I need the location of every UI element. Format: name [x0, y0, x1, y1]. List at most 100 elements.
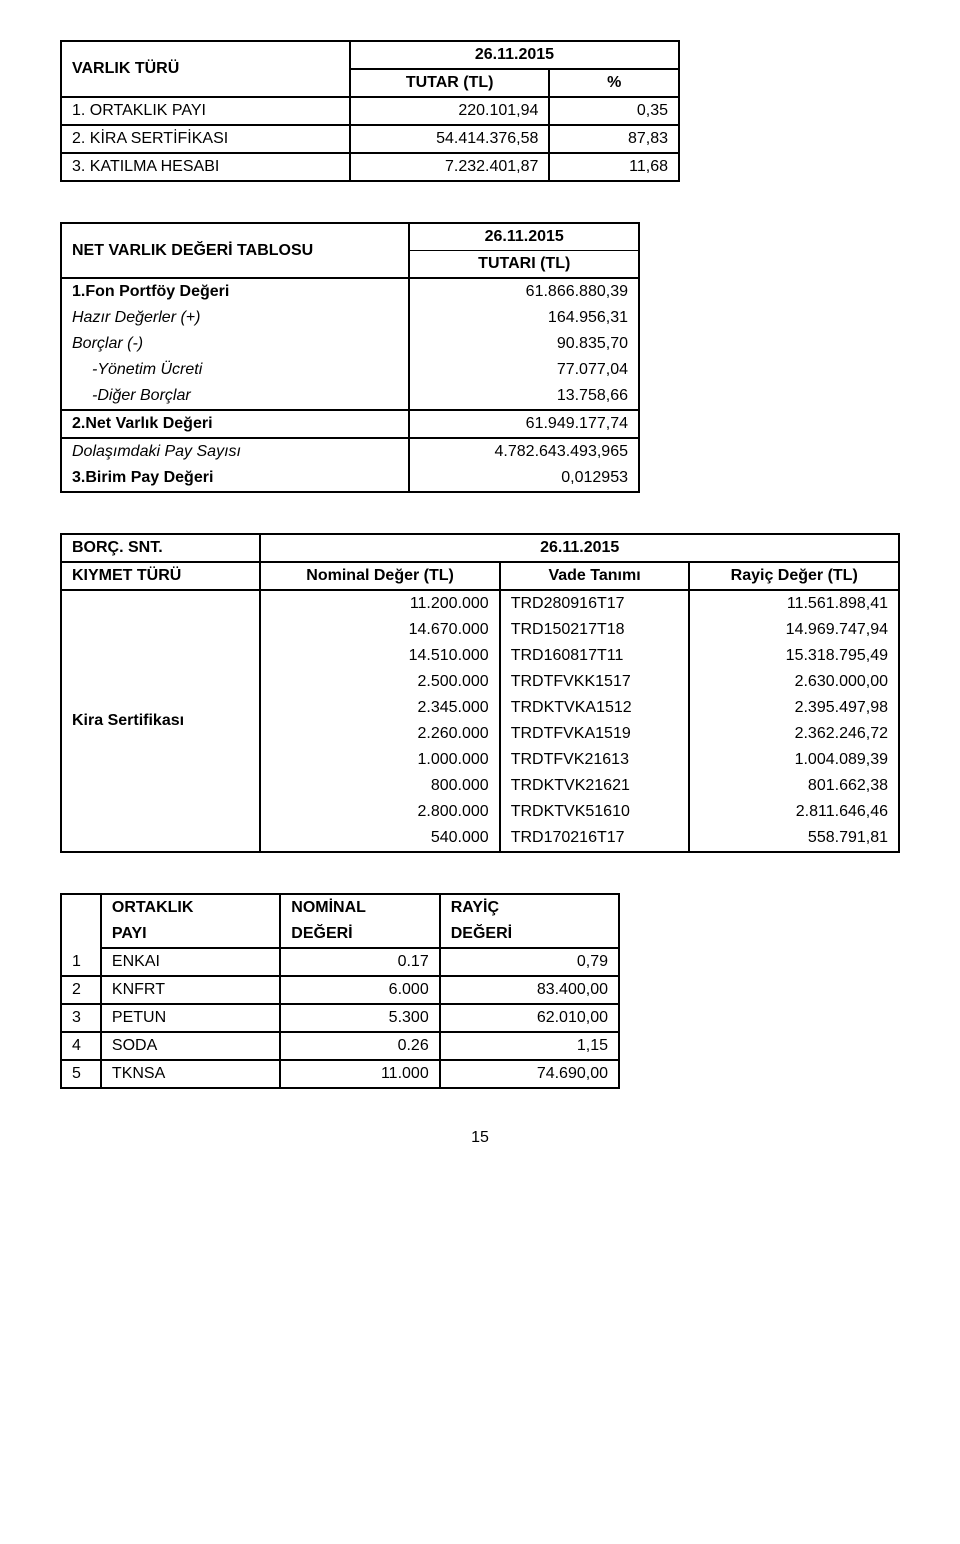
- row-label: Hazır Değerler (+): [61, 305, 409, 331]
- row-index: 2: [61, 976, 101, 1004]
- date-header: 26.11.2015: [350, 41, 679, 69]
- table-row: 4 SODA 0.26 1,15: [61, 1032, 619, 1060]
- row-market: 15.318.795,49: [689, 643, 899, 669]
- row-label: -Diğer Borçlar: [61, 383, 409, 410]
- nav-date: 26.11.2015: [409, 223, 639, 251]
- row-market: 62.010,00: [440, 1004, 619, 1032]
- row-value: 61.949.177,74: [409, 410, 639, 438]
- row-term: TRDKTVK21621: [500, 773, 690, 799]
- row-nominal: 11.200.000: [260, 590, 499, 617]
- row-market: 2.630.000,00: [689, 669, 899, 695]
- row-index: 3: [61, 1004, 101, 1032]
- col-type: KIYMET TÜRÜ: [61, 562, 260, 590]
- percent-header: %: [549, 69, 679, 97]
- row-name: SODA: [101, 1032, 280, 1060]
- row-nominal: 11.000: [280, 1060, 439, 1088]
- row-value: 13.758,66: [409, 383, 639, 410]
- row-market: 801.662,38: [689, 773, 899, 799]
- borc-snt-header: BORÇ. SNT.: [61, 534, 260, 562]
- row-nominal: 0.26: [280, 1032, 439, 1060]
- row-index: 5: [61, 1060, 101, 1088]
- nav-amount-label: TUTARI (TL): [409, 251, 639, 279]
- row-pct: 87,83: [549, 125, 679, 153]
- row-market: 11.561.898,41: [689, 590, 899, 617]
- asset-type-header: VARLIK TÜRÜ: [61, 41, 350, 97]
- net-asset-value-table: NET VARLIK DEĞERİ TABLOSU 26.11.2015 TUT…: [60, 222, 640, 493]
- table-row: 3 PETUN 5.300 62.010,00: [61, 1004, 619, 1032]
- row-label: Dolaşımdaki Pay Sayısı: [61, 438, 409, 465]
- index-header: [61, 894, 101, 948]
- col-market: Rayiç Değer (TL): [689, 562, 899, 590]
- table-row: Dolaşımdaki Pay Sayısı 4.782.643.493,965: [61, 438, 639, 465]
- row-label: -Yönetim Ücreti: [61, 357, 409, 383]
- row-market: 1.004.089,39: [689, 747, 899, 773]
- amount-header: TUTAR (TL): [350, 69, 550, 97]
- row-label: 1.Fon Portföy Değeri: [61, 278, 409, 305]
- row-nominal: 5.300: [280, 1004, 439, 1032]
- borc-date: 26.11.2015: [260, 534, 899, 562]
- row-index: 1: [61, 948, 101, 976]
- col-ortaklik: ORTAKLIK: [101, 894, 280, 921]
- row-label: Borçlar (-): [61, 331, 409, 357]
- row-nominal: 2.500.000: [260, 669, 499, 695]
- row-term: TRD280916T17: [500, 590, 690, 617]
- row-index: 4: [61, 1032, 101, 1060]
- table-row: 1 ENKAI 0.17 0,79: [61, 948, 619, 976]
- table-row: Kira Sertifikası 11.200.000 TRD280916T17…: [61, 590, 899, 617]
- row-market: 558.791,81: [689, 825, 899, 852]
- row-amount: 220.101,94: [350, 97, 550, 125]
- table-row: Hazır Değerler (+) 164.956,31: [61, 305, 639, 331]
- row-nominal: 6.000: [280, 976, 439, 1004]
- col-payi: PAYI: [101, 921, 280, 948]
- col-nominal: Nominal Değer (TL): [260, 562, 499, 590]
- row-nominal: 1.000.000: [260, 747, 499, 773]
- col-term: Vade Tanımı: [500, 562, 690, 590]
- row-term: TRDTFVKK1517: [500, 669, 690, 695]
- table-row: Borçlar (-) 90.835,70: [61, 331, 639, 357]
- row-term: TRDKTVK51610: [500, 799, 690, 825]
- row-name: TKNSA: [101, 1060, 280, 1088]
- row-market: 1,15: [440, 1032, 619, 1060]
- row-term: TRDTFVKA1519: [500, 721, 690, 747]
- row-market: 83.400,00: [440, 976, 619, 1004]
- asset-type-table: VARLIK TÜRÜ 26.11.2015 TUTAR (TL) % 1. O…: [60, 40, 680, 182]
- group-label: Kira Sertifikası: [61, 590, 260, 852]
- row-nominal: 0.17: [280, 948, 439, 976]
- debt-securities-table: BORÇ. SNT. 26.11.2015 KIYMET TÜRÜ Nomina…: [60, 533, 900, 853]
- row-name: KNFRT: [101, 976, 280, 1004]
- row-nominal: 540.000: [260, 825, 499, 852]
- table-row: 1.Fon Portföy Değeri 61.866.880,39: [61, 278, 639, 305]
- table-row: 2.Net Varlık Değeri 61.949.177,74: [61, 410, 639, 438]
- row-value: 77.077,04: [409, 357, 639, 383]
- row-market: 2.811.646,46: [689, 799, 899, 825]
- row-market: 2.395.497,98: [689, 695, 899, 721]
- row-label: 3.Birim Pay Değeri: [61, 465, 409, 492]
- row-value: 4.782.643.493,965: [409, 438, 639, 465]
- row-amount: 54.414.376,58: [350, 125, 550, 153]
- table-row: -Yönetim Ücreti 77.077,04: [61, 357, 639, 383]
- table-row: 2. KİRA SERTİFİKASI 54.414.376,58 87,83: [61, 125, 679, 153]
- row-label: 2. KİRA SERTİFİKASI: [61, 125, 350, 153]
- row-nominal: 2.800.000: [260, 799, 499, 825]
- page-number: 15: [60, 1129, 900, 1147]
- row-term: TRD150217T18: [500, 617, 690, 643]
- table-row: -Diğer Borçlar 13.758,66: [61, 383, 639, 410]
- col-nominal: NOMİNAL: [280, 894, 439, 921]
- nav-title: NET VARLIK DEĞERİ TABLOSU: [61, 223, 409, 278]
- row-market: 14.969.747,94: [689, 617, 899, 643]
- row-label: 3. KATILMA HESABI: [61, 153, 350, 181]
- row-term: TRD160817T11: [500, 643, 690, 669]
- row-market: 74.690,00: [440, 1060, 619, 1088]
- col-degeri-rayic: DEĞERİ: [440, 921, 619, 948]
- row-name: PETUN: [101, 1004, 280, 1032]
- row-name: ENKAI: [101, 948, 280, 976]
- row-value: 61.866.880,39: [409, 278, 639, 305]
- row-value: 164.956,31: [409, 305, 639, 331]
- row-nominal: 2.345.000: [260, 695, 499, 721]
- row-market: 2.362.246,72: [689, 721, 899, 747]
- row-value: 90.835,70: [409, 331, 639, 357]
- table-row: 5 TKNSA 11.000 74.690,00: [61, 1060, 619, 1088]
- row-amount: 7.232.401,87: [350, 153, 550, 181]
- row-label: 1. ORTAKLIK PAYI: [61, 97, 350, 125]
- table-row: 2 KNFRT 6.000 83.400,00: [61, 976, 619, 1004]
